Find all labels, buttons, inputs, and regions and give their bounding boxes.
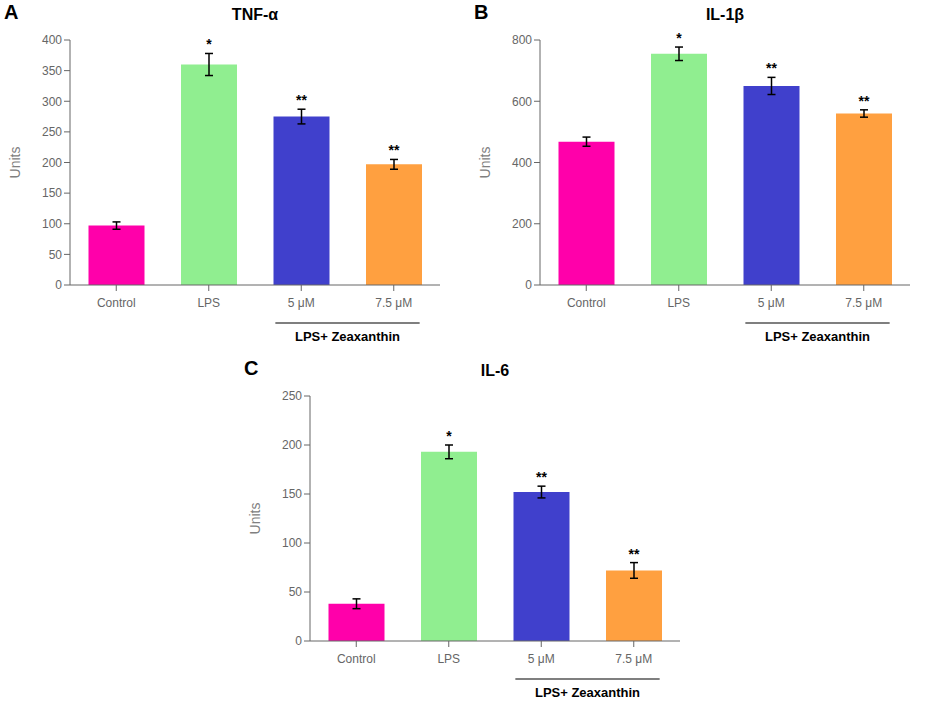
svg-text:5 μM: 5 μM bbox=[288, 296, 315, 310]
svg-text:200: 200 bbox=[42, 156, 62, 170]
svg-text:Units: Units bbox=[477, 147, 493, 179]
svg-text:400: 400 bbox=[42, 33, 62, 47]
svg-text:250: 250 bbox=[42, 125, 62, 139]
svg-text:Units: Units bbox=[8, 147, 23, 179]
svg-text:250: 250 bbox=[282, 389, 302, 403]
svg-text:200: 200 bbox=[512, 217, 532, 231]
svg-text:*: * bbox=[676, 30, 682, 46]
svg-text:*: * bbox=[446, 428, 452, 444]
svg-text:**: ** bbox=[766, 60, 777, 76]
svg-text:5 μM: 5 μM bbox=[528, 652, 555, 666]
svg-text:Control: Control bbox=[567, 296, 606, 310]
svg-text:LPS: LPS bbox=[667, 296, 690, 310]
svg-text:150: 150 bbox=[282, 487, 302, 501]
svg-text:7.5 μM: 7.5 μM bbox=[845, 296, 882, 310]
html-text:IL-6: IL-6 bbox=[480, 362, 510, 379]
svg-text:7.5 μM: 7.5 μM bbox=[615, 652, 652, 666]
svg-text:**: ** bbox=[859, 93, 870, 109]
html-text:IL-1β: IL-1β bbox=[705, 6, 745, 23]
svg-text:Control: Control bbox=[97, 296, 136, 310]
html-text:TNF-α: TNF-α bbox=[231, 6, 279, 23]
svg-text:5 μM: 5 μM bbox=[758, 296, 785, 310]
html-text:A: A bbox=[4, 1, 19, 23]
svg-text:LPS: LPS bbox=[437, 652, 460, 666]
svg-text:**: ** bbox=[389, 142, 400, 158]
svg-text:Control: Control bbox=[337, 652, 376, 666]
svg-text:100: 100 bbox=[42, 217, 62, 231]
svg-text:400: 400 bbox=[512, 156, 532, 170]
svg-text:*: * bbox=[206, 36, 212, 52]
svg-text:200: 200 bbox=[282, 438, 302, 452]
svg-text:50: 50 bbox=[289, 585, 303, 599]
svg-text:**: ** bbox=[629, 546, 640, 562]
svg-text:0: 0 bbox=[55, 278, 62, 292]
svg-text:50: 50 bbox=[49, 248, 63, 262]
svg-text:**: ** bbox=[296, 92, 307, 108]
svg-text:350: 350 bbox=[42, 64, 62, 78]
svg-text:LPS+ Zeaxanthin: LPS+ Zeaxanthin bbox=[535, 685, 640, 700]
svg-text:800: 800 bbox=[512, 33, 532, 47]
svg-text:LPS: LPS bbox=[197, 296, 220, 310]
svg-text:100: 100 bbox=[282, 536, 302, 550]
svg-text:LPS+ Zeaxanthin: LPS+ Zeaxanthin bbox=[765, 329, 870, 344]
svg-text:0: 0 bbox=[295, 634, 302, 648]
svg-text:300: 300 bbox=[42, 95, 62, 109]
svg-text:150: 150 bbox=[42, 186, 62, 200]
html-text:C: C bbox=[244, 357, 259, 379]
svg-text:**: ** bbox=[536, 469, 547, 485]
svg-text:600: 600 bbox=[512, 95, 532, 109]
svg-text:0: 0 bbox=[525, 278, 532, 292]
svg-text:7.5 μM: 7.5 μM bbox=[375, 296, 412, 310]
svg-text:LPS+ Zeaxanthin: LPS+ Zeaxanthin bbox=[295, 329, 400, 344]
html-text:B: B bbox=[474, 1, 489, 23]
svg-text:Units: Units bbox=[247, 503, 263, 535]
